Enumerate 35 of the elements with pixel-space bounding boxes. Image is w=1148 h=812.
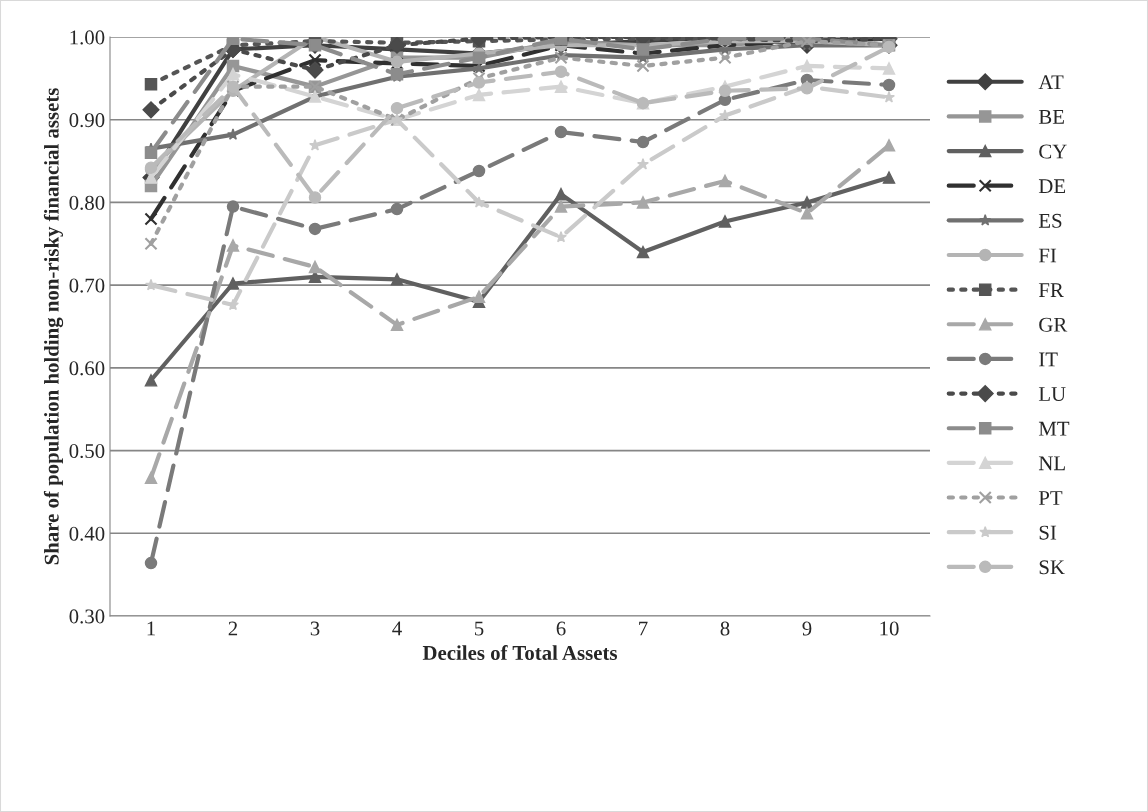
x-tick-label: 7: [639, 621, 648, 636]
legend-label: ES: [1038, 213, 1062, 228]
y-tick-label: 1.00: [70, 30, 105, 45]
x-tick-label: 3: [310, 621, 320, 636]
x-axis-title: Deciles of Total Assets: [422, 645, 618, 660]
legend-label: MT: [1038, 421, 1070, 436]
y-axis-title: Share of population holding non-risky financial assets: [43, 88, 64, 565]
legend-label: SK: [1039, 560, 1065, 575]
x-tick-label: 2: [228, 621, 238, 636]
x-tick-label: 10: [880, 621, 899, 636]
y-tick-label: 0.50: [69, 443, 105, 459]
y-tick-label: 0.60: [69, 361, 105, 376]
x-tick-label: 4: [392, 621, 402, 636]
legend-label: FR: [1038, 283, 1064, 297]
x-tick-label: 1: [147, 621, 155, 636]
y-tick-label: 0.90: [69, 113, 105, 128]
y-tick-label: 0.70: [69, 278, 105, 293]
legend-label: SI: [1039, 525, 1057, 540]
legend-label: NL: [1038, 456, 1065, 471]
x-tick-label: 6: [556, 621, 566, 636]
legend-label: PT: [1038, 491, 1063, 505]
x-tick-label: 5: [475, 621, 484, 636]
y-tick-label: 0.30: [69, 609, 105, 624]
legend-label: GR: [1039, 317, 1068, 332]
y-tick-label: 0.40: [69, 526, 105, 541]
x-tick-label: 9: [802, 621, 812, 636]
legend-label: BE: [1038, 110, 1064, 124]
x-tick-label: 8: [720, 621, 730, 636]
legend-label: DE: [1038, 179, 1066, 194]
y-tick-label: 0.80: [69, 195, 105, 210]
legend-label: FI: [1038, 248, 1057, 263]
legend-label: LU: [1038, 387, 1066, 402]
legend-label: AT: [1038, 75, 1064, 90]
legend-label: CY: [1039, 144, 1067, 159]
legend-label: IT: [1039, 352, 1058, 367]
